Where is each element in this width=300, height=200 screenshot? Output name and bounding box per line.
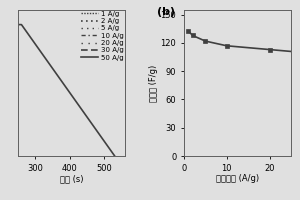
X-axis label: 电流密度 (A/g): 电流密度 (A/g) (216, 174, 259, 183)
Y-axis label: 比电容 (F/g): 比电容 (F/g) (149, 64, 158, 102)
Legend: 1 A/g, 2 A/g, 5 A/g, 10 A/g, 20 A/g, 30 A/g, 50 A/g: 1 A/g, 2 A/g, 5 A/g, 10 A/g, 20 A/g, 30 … (81, 11, 124, 61)
X-axis label: 时间 (s): 时间 (s) (60, 174, 83, 183)
Text: (b): (b) (157, 7, 175, 17)
